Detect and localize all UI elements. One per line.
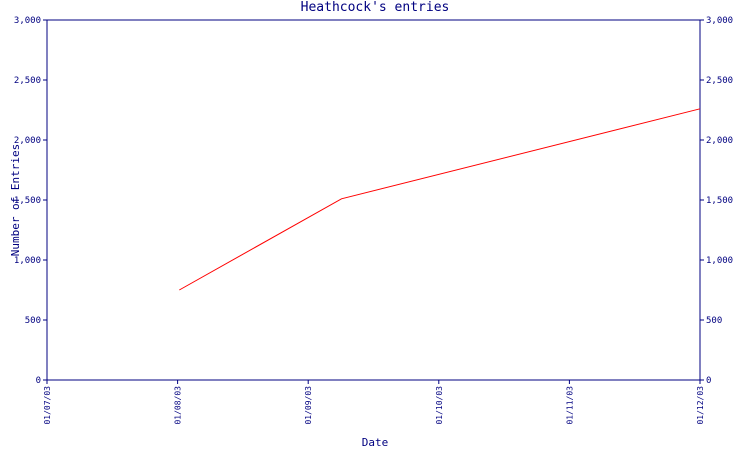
x-tick-label: 01/12/03 (696, 386, 705, 425)
x-tick-label: 01/07/03 (43, 386, 52, 425)
x-tick-label: 01/10/03 (435, 386, 444, 425)
chart-title: Heathcock's entries (300, 0, 450, 15)
y-tick-label-left: 3,000 (14, 16, 41, 26)
x-tick-label: 01/09/03 (304, 386, 313, 425)
x-tick-label: 01/11/03 (565, 386, 574, 425)
y-tick-label-left: 500 (25, 316, 41, 326)
y-tick-label-left: 1,000 (14, 256, 41, 266)
y-tick-label-right: 0 (706, 376, 711, 386)
series-line (179, 108, 701, 291)
plot-frame (46, 19, 701, 381)
y-tick-label-right: 2,500 (706, 76, 733, 86)
y-tick-label-right: 1,000 (706, 256, 733, 266)
x-tick-label: 01/08/03 (174, 386, 183, 425)
y-tick-label-left: 1,500 (14, 196, 41, 206)
y-tick-label-left: 0 (36, 376, 41, 386)
y-tick-label-right: 1,500 (706, 196, 733, 206)
y-tick-label-right: 500 (706, 316, 722, 326)
y-axis-label: Number of Entries (9, 143, 22, 257)
y-tick-label-left: 2,500 (14, 76, 41, 86)
y-tick-label-right: 3,000 (706, 16, 733, 26)
y-tick-label-left: 2,000 (14, 136, 41, 146)
x-axis-label: Date (361, 436, 389, 449)
y-tick-label-right: 2,000 (706, 136, 733, 146)
